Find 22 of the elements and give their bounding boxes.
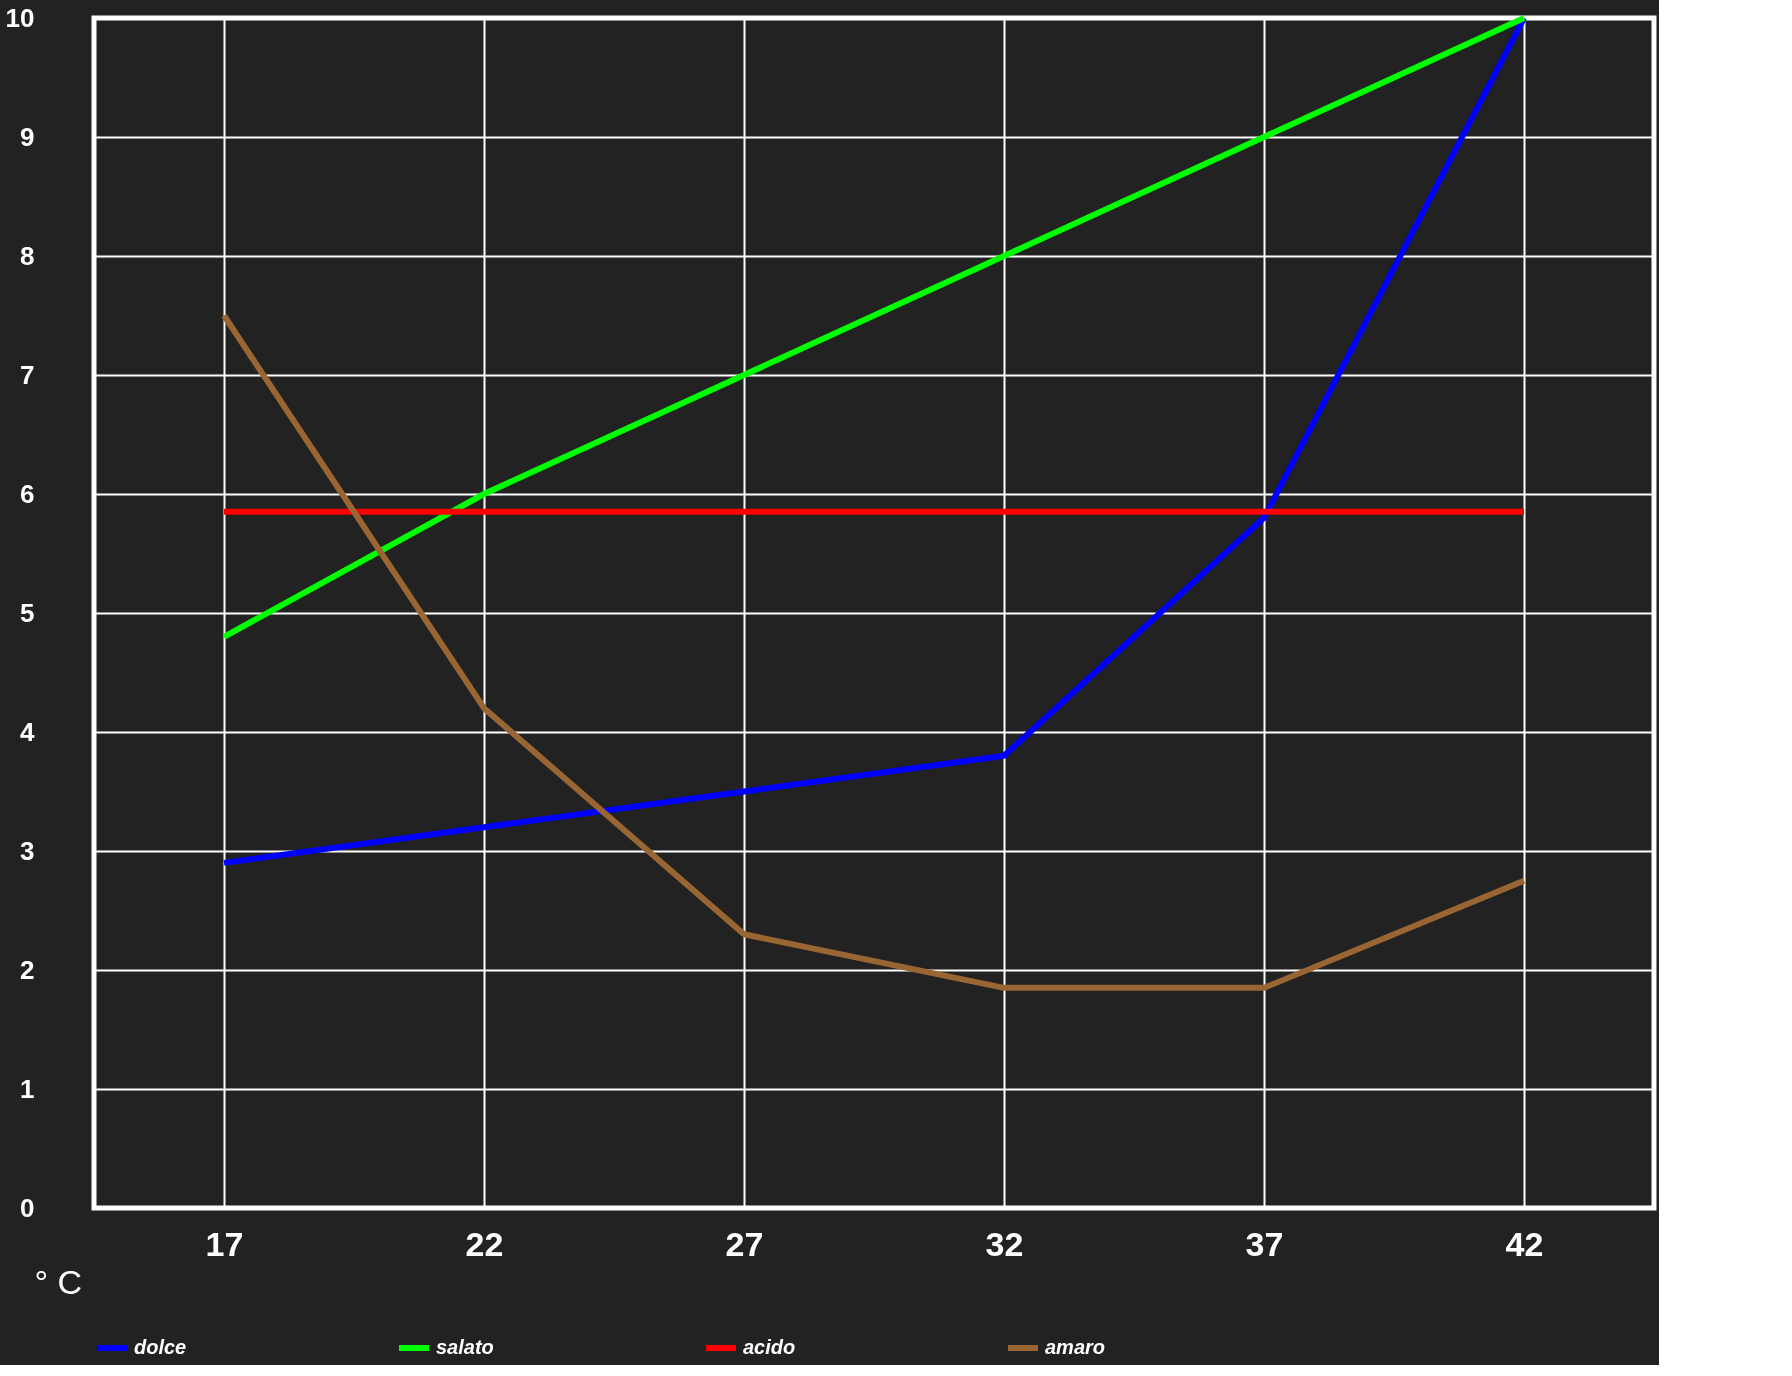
x-tick-label: 42 (1505, 1224, 1544, 1263)
y-tick-label: 5 (20, 597, 35, 628)
y-tick-label: 9 (20, 121, 35, 152)
y-tick-label: 0 (20, 1192, 35, 1223)
x-tick-label: 32 (985, 1224, 1024, 1263)
y-tick-label: 7 (20, 359, 35, 390)
y-tick-label: 6 (20, 478, 35, 509)
x-tick-label: 22 (465, 1224, 504, 1263)
legend-label: acido (743, 1336, 796, 1358)
y-tick-label: 10 (5, 2, 35, 33)
x-axis-title: ° C (34, 1262, 83, 1301)
x-tick-label: 17 (205, 1224, 244, 1263)
legend-label: salato (436, 1336, 494, 1358)
y-tick-label: 8 (20, 240, 35, 271)
y-tick-label: 2 (20, 954, 35, 985)
y-tick-label: 4 (20, 716, 36, 747)
legend-label: amaro (1045, 1336, 1106, 1358)
y-tick-label: 3 (20, 835, 35, 866)
x-tick-label: 27 (725, 1224, 764, 1263)
y-tick-label: 1 (20, 1073, 35, 1104)
x-tick-label: 37 (1245, 1224, 1284, 1263)
legend-label: dolce (134, 1336, 187, 1358)
